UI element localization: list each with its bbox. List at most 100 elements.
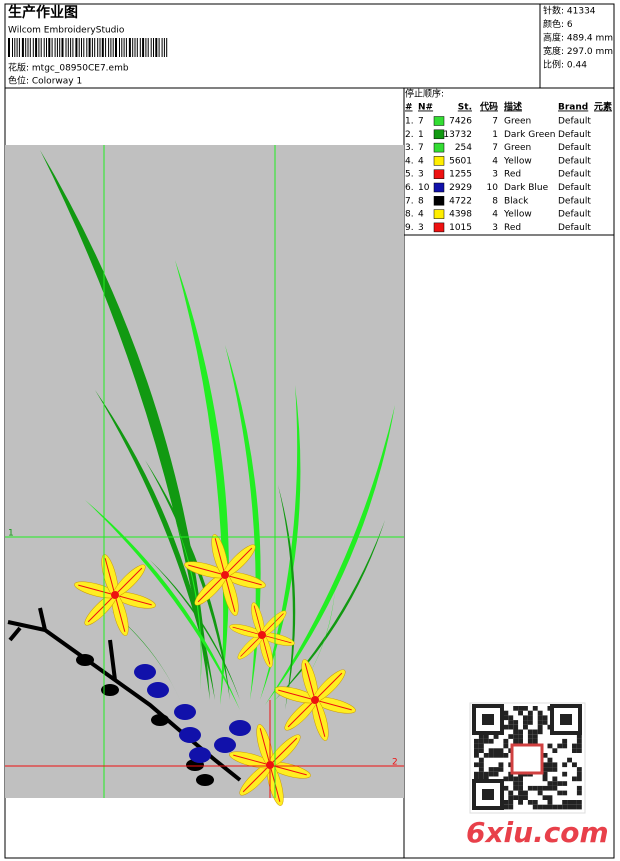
petal-vein — [87, 596, 114, 623]
petal-vein — [263, 635, 292, 644]
qr-module — [537, 710, 543, 716]
color-swatch — [433, 182, 445, 193]
qr-module — [518, 795, 523, 800]
barcode-bar — [161, 38, 163, 57]
qr-module — [557, 804, 563, 810]
qr-module — [532, 804, 538, 810]
qr-module — [513, 785, 519, 791]
barcode-bar — [119, 38, 120, 57]
leaf — [278, 485, 296, 710]
qr-module — [513, 781, 519, 786]
barcode-bar — [134, 38, 136, 57]
qr-module — [542, 762, 548, 768]
stitches: 5601 — [449, 156, 472, 166]
stitches: 13732 — [443, 130, 472, 140]
barcode-bar — [108, 38, 110, 57]
qr-module — [562, 743, 568, 749]
petal-vein — [226, 575, 262, 586]
barcode-bar — [147, 38, 149, 57]
qr-module — [576, 785, 582, 791]
petal — [251, 602, 265, 637]
needle: 8 — [418, 196, 424, 206]
title: 生产作业图 — [8, 4, 78, 21]
color-swatch — [433, 169, 445, 179]
needle: 7 — [418, 117, 424, 127]
color-swatch — [433, 209, 445, 219]
qr-module — [508, 715, 514, 721]
guide-label: 1 — [8, 529, 14, 539]
petal-vein — [262, 636, 271, 665]
petal-vein — [315, 701, 326, 737]
barcode-bar — [83, 38, 85, 57]
barcode-bar — [110, 38, 112, 57]
qr-module — [542, 795, 548, 800]
qr-module — [572, 800, 577, 805]
qr-module — [532, 800, 538, 805]
qr-module — [483, 771, 489, 777]
code: 1 — [492, 130, 498, 140]
qr-finder-dot — [560, 714, 572, 725]
petal-vein — [316, 672, 343, 699]
qr-module — [518, 785, 523, 791]
barcode-bar — [158, 38, 160, 57]
brand: Default — [558, 196, 591, 206]
blossom-black — [196, 774, 214, 786]
column-header: Brand — [558, 103, 588, 113]
petal-vein — [197, 576, 224, 603]
stitches: 4722 — [449, 196, 472, 206]
qr-module — [576, 743, 582, 749]
column-header: 元素 — [594, 101, 612, 113]
qr-module — [572, 748, 577, 753]
qr-module — [478, 771, 484, 777]
barcode-bar — [153, 38, 154, 57]
barcode-bar — [86, 38, 88, 57]
qr-module — [498, 762, 504, 768]
barcode-bar — [115, 38, 117, 57]
leaf — [225, 345, 261, 700]
qr-module — [523, 790, 528, 796]
qr-module — [532, 785, 538, 791]
barcode-bar — [27, 38, 29, 57]
petal — [312, 696, 356, 714]
qr-module — [518, 734, 523, 739]
qr-module — [493, 771, 499, 777]
qr-module — [562, 762, 568, 768]
barcode-bar — [67, 38, 69, 57]
barcode-bar — [163, 38, 165, 57]
qr-module — [508, 720, 514, 725]
color-swatch — [433, 129, 445, 140]
qr-module — [562, 781, 568, 786]
petal-vein — [214, 538, 225, 574]
qr-module — [503, 715, 509, 721]
seq: 5. — [405, 170, 414, 180]
qr-module — [498, 748, 504, 753]
qr-module — [483, 738, 489, 744]
brand: Default — [558, 170, 591, 180]
qr-module — [478, 767, 484, 772]
qr-module — [576, 790, 582, 796]
code: 3 — [492, 170, 498, 180]
qr-module — [508, 776, 514, 782]
qr-module — [547, 800, 553, 805]
qr-module — [567, 804, 572, 810]
qr-module — [503, 743, 509, 749]
guide-label: 2 — [392, 758, 398, 768]
code: 4 — [492, 156, 498, 166]
qr-module — [532, 706, 538, 711]
qr-module — [503, 724, 509, 730]
barcode-bar — [21, 38, 24, 57]
barcode-bar — [72, 38, 74, 57]
column-header: St. — [458, 103, 472, 113]
qr-module — [542, 715, 548, 721]
petal-vein — [259, 728, 270, 764]
qr-module — [523, 715, 528, 721]
petal-vein — [233, 754, 269, 765]
qr-module — [513, 724, 519, 730]
barcode-bar — [40, 38, 42, 57]
qr-module — [493, 767, 499, 772]
summary-item: 宽度: 297.0 mm — [543, 45, 613, 57]
needle: 4 — [418, 210, 424, 220]
qr-module — [547, 795, 553, 800]
code: 7 — [492, 143, 498, 153]
table-title: 停止顺序: — [405, 88, 444, 100]
